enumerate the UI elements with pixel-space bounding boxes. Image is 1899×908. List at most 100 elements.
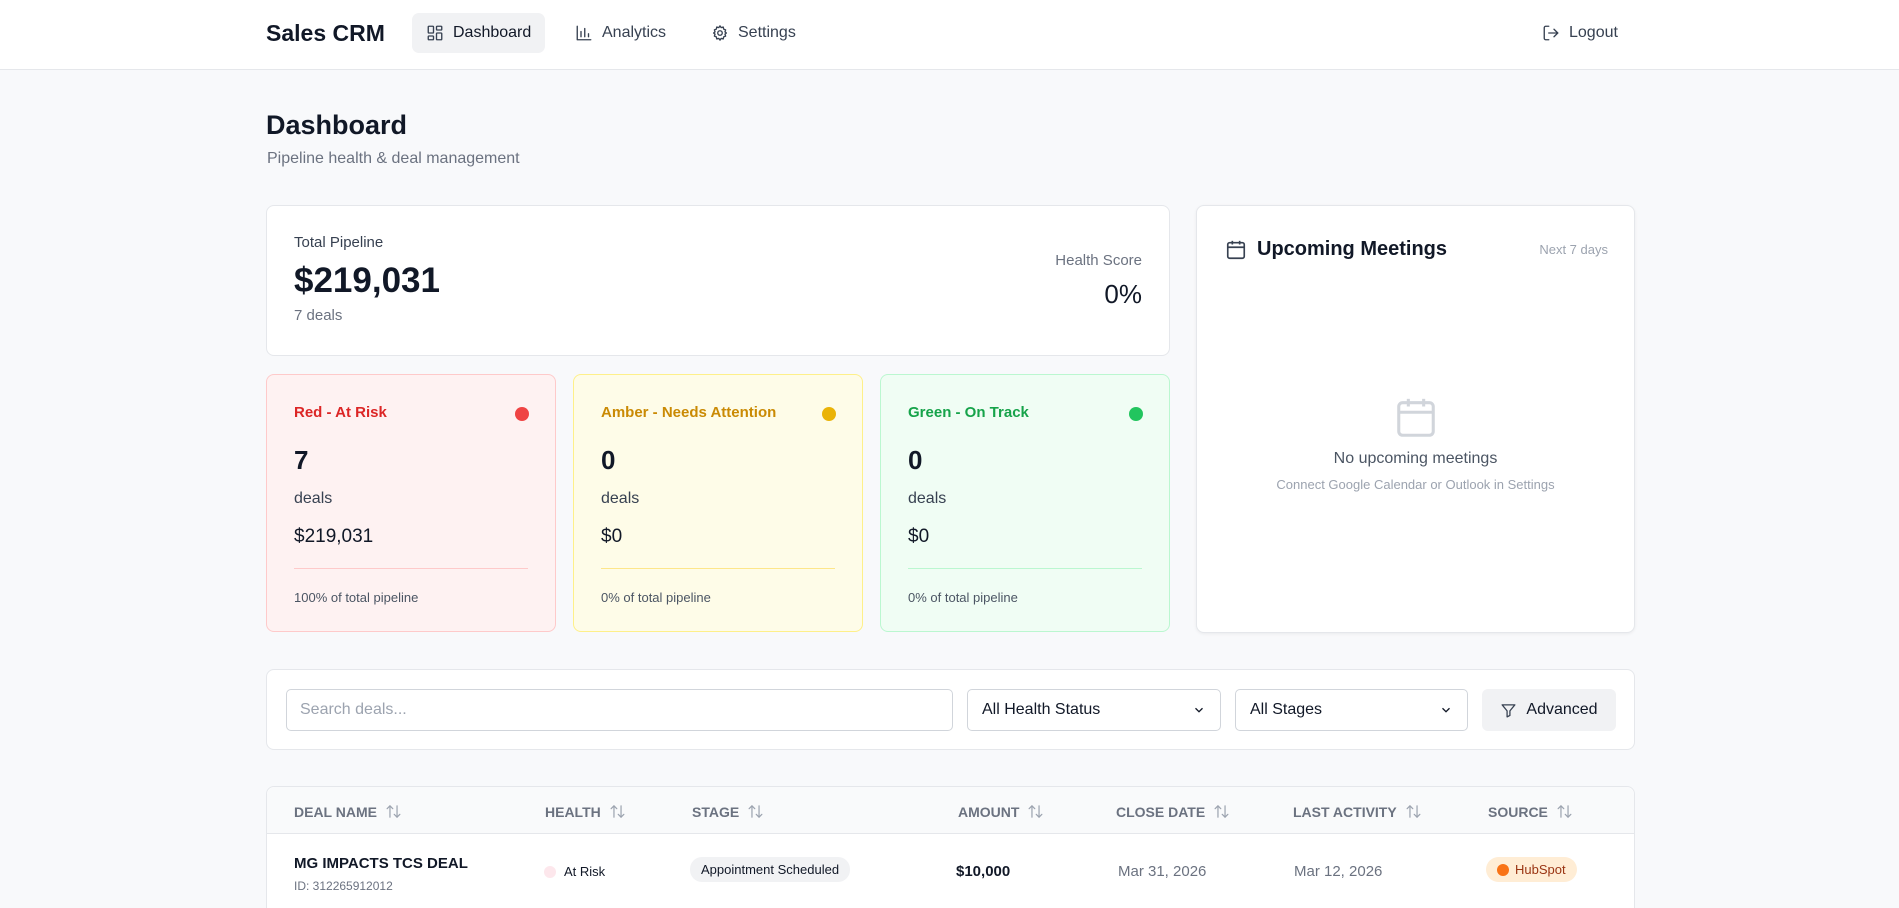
total-pipeline-label: Total Pipeline (294, 234, 384, 251)
health-card-count: 7 (294, 445, 309, 475)
advanced-filter-label: Advanced (1526, 701, 1598, 718)
health-card-percent: 0% of total pipeline (601, 590, 711, 605)
page-subtitle: Pipeline health & deal management (267, 150, 520, 167)
logout-icon (1543, 25, 1559, 41)
logout-button[interactable]: Logout (1528, 13, 1632, 53)
calendar-empty-icon (1393, 395, 1439, 441)
chevron-down-icon (1195, 707, 1203, 713)
total-pipeline-card: Total Pipeline $219,031 7 deals Health S… (266, 205, 1170, 356)
meetings-title: Upcoming Meetings (1257, 238, 1448, 260)
top-nav: Sales CRM Dashboard Analytics Settings L… (0, 0, 1899, 70)
sort-icon (1028, 805, 1043, 818)
search-input[interactable] (286, 689, 953, 731)
status-dot (1129, 407, 1143, 421)
health-card-title: Red - At Risk (294, 404, 387, 421)
stage-select[interactable]: All Stages (1235, 689, 1468, 731)
brand-logo[interactable]: Sales CRM (266, 20, 385, 46)
column-label: Deal Name (294, 803, 377, 820)
health-card-percent: 100% of total pipeline (294, 590, 419, 605)
health-card-count: 0 (601, 445, 616, 475)
sort-icon (748, 805, 763, 818)
health-score-value: 0% (1104, 279, 1142, 309)
layout-grid-icon (427, 25, 443, 41)
health-card-percent: 0% of total pipeline (908, 590, 1018, 605)
column-label: Stage (692, 803, 740, 820)
table-header: Deal Name Health Stage Amount Close Date… (267, 787, 1634, 834)
nav-dashboard[interactable]: Dashboard (412, 13, 546, 53)
sort-icon (1557, 805, 1572, 818)
health-status-select[interactable]: All Health Status (967, 689, 1221, 731)
column-label: Amount (958, 803, 1020, 820)
meetings-range: Next 7 days (1539, 242, 1608, 257)
health-card-title: Amber - Needs Attention (601, 404, 777, 421)
sort-icon (1214, 805, 1229, 818)
column-header-amount[interactable]: Amount (958, 803, 1044, 820)
column-header-health[interactable]: Health (545, 803, 626, 820)
column-header-last-activity[interactable]: Last Activity (1293, 803, 1422, 820)
column-header-deal-name[interactable]: Deal Name (294, 803, 402, 820)
nav-analytics[interactable]: Analytics (561, 13, 680, 53)
column-label: Close Date (1116, 803, 1206, 820)
page-title: Dashboard (266, 110, 408, 140)
health-label: At Risk (564, 864, 606, 879)
health-card-amount: $219,031 (294, 526, 374, 547)
divider (601, 568, 835, 569)
advanced-filter-button[interactable]: Advanced (1482, 689, 1616, 731)
nav-dashboard-label: Dashboard (453, 24, 532, 41)
nav-settings[interactable]: Settings (697, 13, 810, 53)
column-header-source[interactable]: Source (1488, 803, 1573, 820)
column-label: Health (545, 803, 601, 820)
sort-icon (610, 805, 625, 818)
deals-table: Deal Name Health Stage Amount Close Date… (266, 786, 1635, 908)
status-dot (822, 407, 836, 421)
stage-badge: Appointment Scheduled (690, 857, 851, 882)
column-label: Last Activity (1293, 803, 1397, 820)
total-pipeline-value: $219,031 (294, 261, 440, 300)
health-card-title: Green - On Track (908, 404, 1029, 421)
deal-name[interactable]: MG IMPACTS TCS DEAL (294, 855, 468, 872)
nav-analytics-label: Analytics (602, 24, 667, 41)
last-activity: Mar 12, 2026 (1294, 863, 1383, 880)
health-card-unit: deals (294, 490, 333, 507)
filter-bar: All Health Status All Stages Advanced (266, 669, 1635, 750)
nav-settings-label: Settings (738, 24, 796, 41)
deal-amount: $10,000 (956, 863, 1011, 880)
meetings-header: Upcoming Meetings (1225, 238, 1447, 261)
divider (294, 568, 528, 569)
bar-chart-icon (576, 25, 592, 41)
health-score-label: Health Score (1055, 252, 1142, 269)
column-header-stage[interactable]: Stage (692, 803, 764, 820)
hubspot-icon (1497, 863, 1509, 876)
chevron-down-icon (1442, 707, 1450, 713)
health-card-amber[interactable]: Amber - Needs Attention 0 deals $0 0% of… (573, 374, 863, 632)
deal-id: ID: 312265912012 (294, 879, 393, 893)
health-dot (544, 865, 556, 878)
gear-icon (712, 25, 728, 41)
health-card-green[interactable]: Green - On Track 0 deals $0 0% of total … (880, 374, 1170, 632)
health-card-count: 0 (908, 445, 923, 475)
health-status-select-value: All Health Status (982, 701, 1101, 718)
column-label: Source (1488, 803, 1548, 820)
close-date: Mar 31, 2026 (1118, 863, 1207, 880)
meetings-empty-subtitle: Connect Google Calendar or Outlook in Se… (1276, 477, 1555, 492)
filter-icon (1501, 703, 1516, 718)
stage-select-value: All Stages (1250, 701, 1323, 718)
health-card-red[interactable]: Red - At Risk 7 deals $219,031 100% of t… (266, 374, 556, 632)
source-label: HubSpot (1515, 862, 1566, 877)
meetings-empty-title: No upcoming meetings (1333, 450, 1498, 467)
total-pipeline-deals: 7 deals (294, 307, 343, 324)
divider (908, 568, 1142, 569)
calendar-icon (1226, 240, 1246, 259)
column-header-close-date[interactable]: Close Date (1116, 803, 1230, 820)
source-badge: HubSpot (1486, 857, 1577, 882)
health-card-amount: $0 (601, 526, 623, 547)
status-dot (515, 407, 529, 421)
sort-icon (386, 805, 401, 818)
sort-icon (1406, 805, 1421, 818)
health-card-unit: deals (908, 490, 947, 507)
health-card-unit: deals (601, 490, 640, 507)
health-status: At Risk (544, 864, 605, 879)
logout-label: Logout (1569, 24, 1618, 41)
upcoming-meetings-card: Upcoming Meetings Next 7 days No upcomin… (1196, 205, 1635, 633)
health-card-amount: $0 (908, 526, 930, 547)
